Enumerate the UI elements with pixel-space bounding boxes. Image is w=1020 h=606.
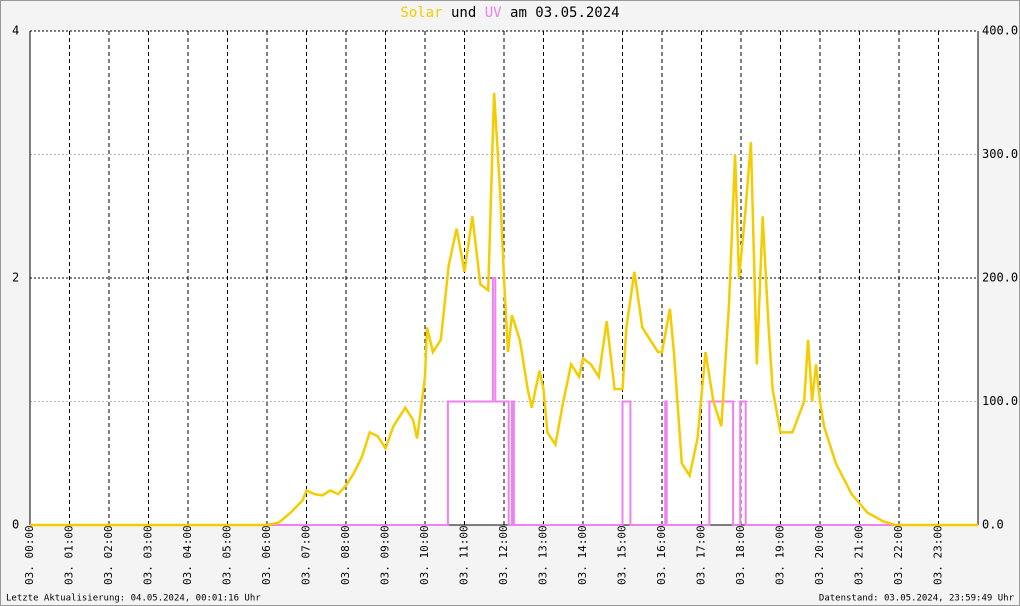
x-tick-label: 03. 07:00 — [300, 525, 313, 585]
x-tick-label: 03. 14:00 — [576, 525, 589, 585]
x-tick-label: 03. 11:00 — [458, 525, 471, 585]
y2-tick-label: 400.0 — [982, 24, 1018, 38]
x-tick-label: 03. 16:00 — [655, 525, 668, 585]
footer-right: Datenstand: 03.05.2024, 23:59:49 Uhr — [819, 594, 1015, 604]
x-tick-label: 03. 23:00 — [932, 525, 945, 585]
y2-tick-label: 100.0 — [982, 394, 1018, 408]
title-joiner: und — [451, 5, 476, 21]
x-tick-label: 03. 09:00 — [379, 525, 392, 585]
footer-left: Letzte Aktualisierung: 04.05.2024, 00:01… — [6, 594, 261, 604]
x-tick-label: 03. 06:00 — [260, 525, 273, 585]
x-tick-label: 03. 01:00 — [63, 525, 76, 585]
x-tick-label: 03. 10:00 — [418, 525, 431, 585]
chart-title: Solar und UV am 03.05.2024 — [400, 5, 619, 21]
title-uv: UV — [485, 5, 502, 21]
x-tick-label: 03. 20:00 — [813, 525, 826, 585]
x-tick-label: 03. 02:00 — [102, 525, 115, 585]
y-tick-label: 2 — [12, 271, 19, 285]
series-line — [30, 277, 978, 526]
y-tick-label: 4 — [12, 24, 19, 38]
x-tick-label: 03. 18:00 — [734, 525, 747, 585]
title-solar: Solar — [400, 5, 442, 21]
x-tick-label: 03. 04:00 — [181, 525, 194, 585]
title-suffix: am 03.05.2024 — [510, 5, 620, 21]
x-tick-label: 03. 13:00 — [537, 525, 550, 585]
x-tick-label: 03. 15:00 — [616, 525, 629, 585]
x-tick-label: 03. 00:00 — [23, 525, 36, 585]
x-tick-label: 03. 05:00 — [221, 525, 234, 585]
y-tick-label: 0 — [12, 518, 19, 532]
x-tick-label: 03. 08:00 — [339, 525, 352, 585]
x-tick-label: 03. 17:00 — [695, 525, 708, 585]
y2-tick-label: 200.0 — [982, 271, 1018, 285]
x-tick-label: 03. 22:00 — [892, 525, 905, 585]
y2-tick-label: 300.0 — [982, 147, 1018, 161]
series-line — [30, 92, 978, 527]
x-tick-label: 03. 21:00 — [853, 525, 866, 585]
x-tick-label: 03. 12:00 — [497, 525, 510, 585]
x-tick-label: 03. 03:00 — [142, 525, 155, 585]
y2-tick-label: 0.0 — [982, 518, 1004, 532]
x-tick-label: 03. 19:00 — [774, 525, 787, 585]
